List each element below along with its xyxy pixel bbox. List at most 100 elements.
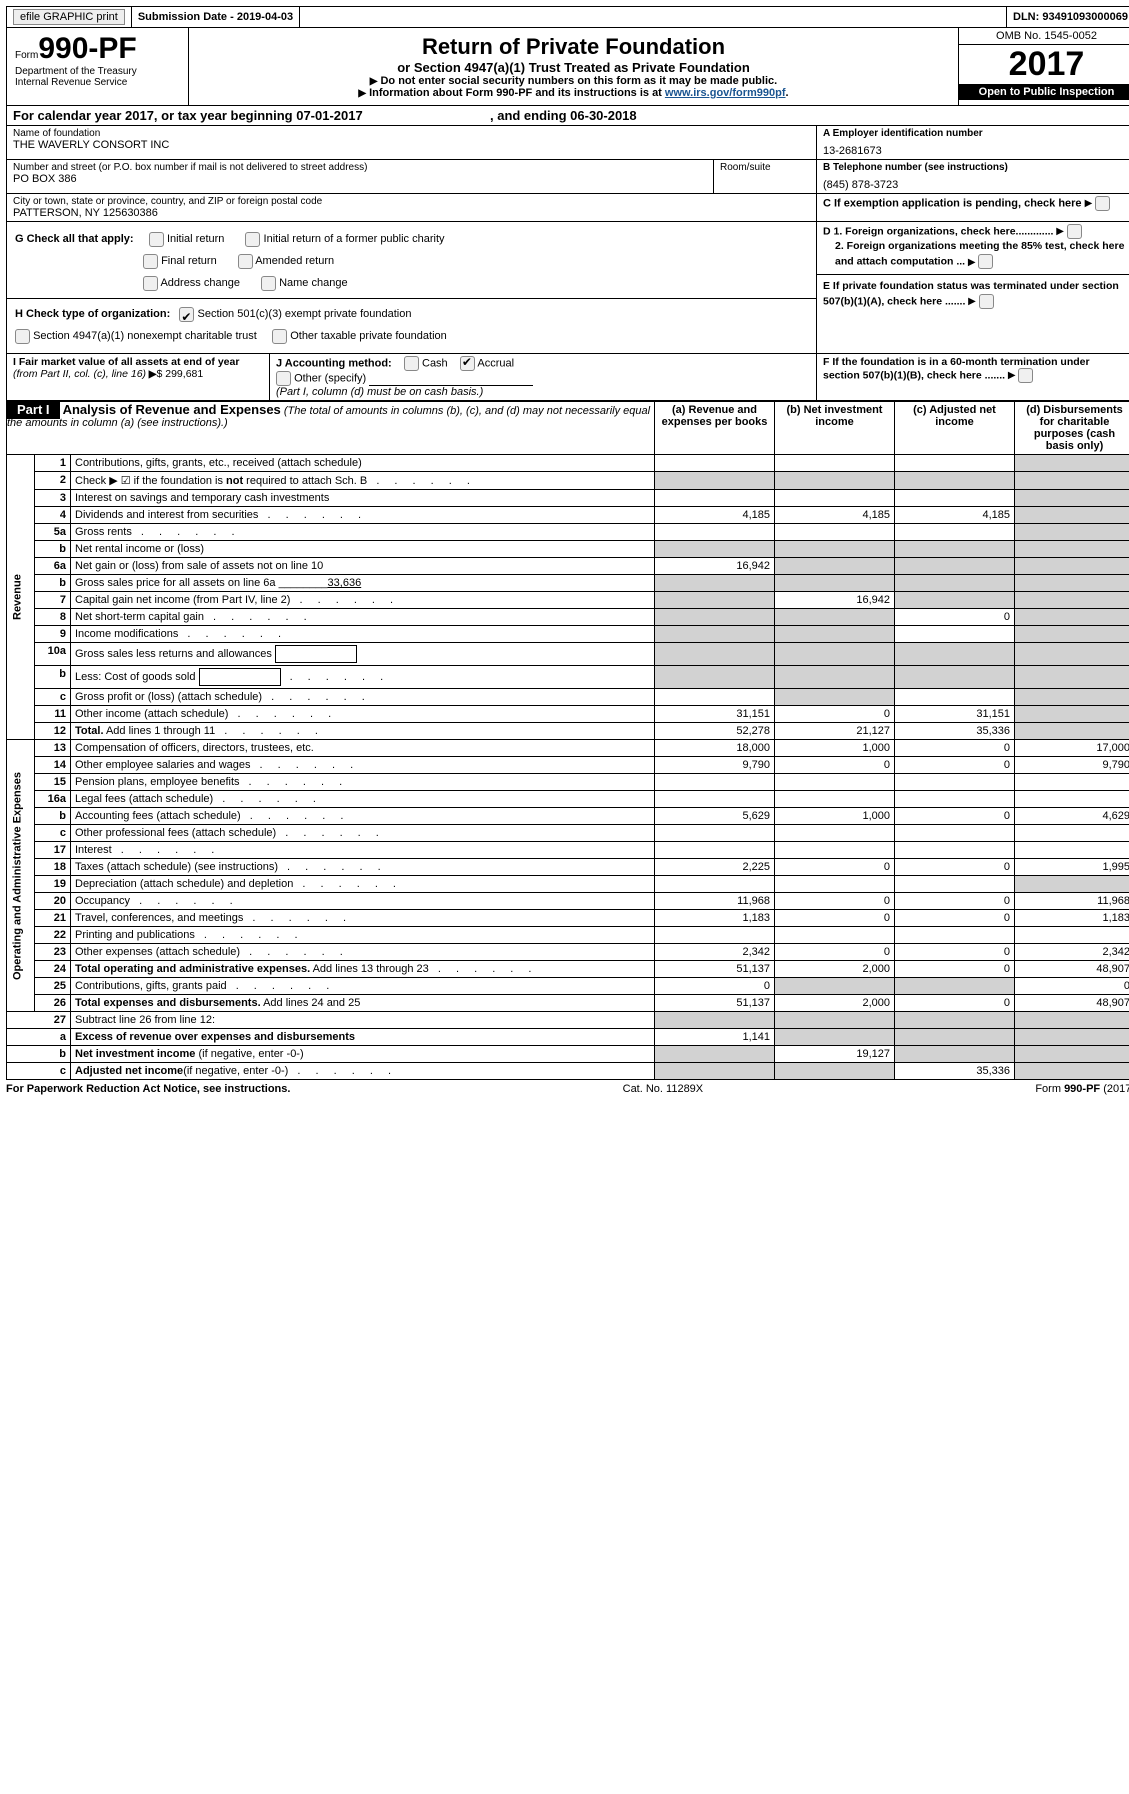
col-a [655,689,775,706]
foundation-name: THE WAVERLY CONSORT INC [13,139,810,151]
col-d [1015,524,1129,541]
col-b [775,490,895,507]
other-specify-input[interactable] [369,371,533,386]
table-row: 26Total expenses and disbursements. Add … [7,995,1129,1012]
col-c [895,558,1015,575]
col-c-header: (c) Adjusted net income [895,402,1015,455]
chk-d2[interactable] [978,254,993,269]
f-cell: F If the foundation is in a 60-month ter… [817,354,1129,400]
chk-initial-return[interactable] [149,232,164,247]
addr-value: PO BOX 386 [13,173,707,185]
line-desc: Other income (attach schedule) . . . . .… [71,706,655,723]
line-num: 26 [35,995,71,1012]
line-desc: Interest . . . . . . [71,842,655,859]
chk-name-change[interactable] [261,276,276,291]
instructions-link[interactable]: www.irs.gov/form990pf [665,87,786,99]
col-a [655,876,775,893]
col-b: 2,000 [775,995,895,1012]
phone-label: B Telephone number (see instructions) [823,162,1128,173]
col-c [895,1029,1015,1046]
col-c [895,825,1015,842]
col-c: 0 [895,740,1015,757]
city-value: PATTERSON, NY 125630386 [13,207,810,219]
chk-address-change[interactable] [143,276,158,291]
footer-right: Form 990-PF (2017) [1035,1083,1129,1095]
chk-amended[interactable] [238,254,253,269]
chk-4947[interactable] [15,329,30,344]
col-b: 1,000 [775,740,895,757]
line-desc: Gross rents . . . . . . [71,524,655,541]
table-row: Operating and Administrative Expenses13C… [7,740,1129,757]
line-num: 13 [35,740,71,757]
line-num: 15 [35,774,71,791]
col-b [775,1012,895,1029]
line-desc: Total expenses and disbursements. Add li… [71,995,655,1012]
line-num: 6a [35,558,71,575]
col-a [655,472,775,490]
col-a: 11,968 [655,893,775,910]
col-b [775,876,895,893]
table-row: 11Other income (attach schedule) . . . .… [7,706,1129,723]
table-row: bGross sales price for all assets on lin… [7,575,1129,592]
chk-f[interactable] [1018,368,1033,383]
chk-final-return[interactable] [143,254,158,269]
col-d [1015,1029,1129,1046]
table-row: 18Taxes (attach schedule) (see instructi… [7,859,1129,876]
line-desc: Excess of revenue over expenses and disb… [71,1029,655,1046]
chk-other-taxable[interactable] [272,329,287,344]
line-num: 11 [35,706,71,723]
table-row: 23Other expenses (attach schedule) . . .… [7,944,1129,961]
line-num: 25 [35,978,71,995]
line-desc: Income modifications . . . . . . [71,626,655,643]
col-c: 0 [895,757,1015,774]
col-c [895,524,1015,541]
col-b: 0 [775,757,895,774]
form-title: Return of Private Foundation [199,34,948,60]
col-d [1015,927,1129,944]
chk-initial-former[interactable] [245,232,260,247]
line-desc: Contributions, gifts, grants, etc., rece… [71,455,655,472]
col-d [1015,791,1129,808]
col-c [895,1046,1015,1063]
line-desc: Printing and publications . . . . . . [71,927,655,944]
chk-cash[interactable] [404,356,419,371]
col-d [1015,1012,1129,1029]
col-d [1015,472,1129,490]
efile-graphic-btn[interactable]: efile GRAPHIC print [13,9,125,25]
col-d [1015,1063,1129,1080]
col-a: 2,225 [655,859,775,876]
col-a [655,1063,775,1080]
chk-e[interactable] [979,294,994,309]
col-b [775,472,895,490]
col-a: 1,141 [655,1029,775,1046]
line-desc: Less: Cost of goods sold . . . . . . [71,666,655,689]
line-num: 27 [7,1012,71,1029]
c-label: C If exemption application is pending, c… [823,197,1082,209]
table-row: cOther professional fees (attach schedul… [7,825,1129,842]
table-row: b Net investment income (if negative, en… [7,1046,1129,1063]
line-desc: Other employee salaries and wages . . . … [71,757,655,774]
chk-accrual[interactable] [460,356,475,371]
title-box: Return of Private Foundation or Section … [189,28,958,105]
ein-value: 13-2681673 [823,145,1128,157]
table-row: 6aNet gain or (loss) from sale of assets… [7,558,1129,575]
col-a [655,825,775,842]
col-b [775,774,895,791]
line-num: 24 [35,961,71,978]
footer-mid: Cat. No. 11289X [623,1083,704,1095]
line-num: 23 [35,944,71,961]
line-num: 12 [35,723,71,740]
chk-d1[interactable] [1067,224,1082,239]
g-line3: Address change Name change [15,272,808,294]
c-checkbox[interactable] [1095,196,1110,211]
col-a-header: (a) Revenue and expenses per books [655,402,775,455]
col-a [655,774,775,791]
dln: DLN: 93491093000069 [1007,7,1129,27]
chk-other-method[interactable] [276,371,291,386]
addr-cell: Number and street (or P.O. box number if… [7,160,714,193]
col-a [655,541,775,558]
col-b: 0 [775,893,895,910]
col-c: 35,336 [895,1063,1015,1080]
g-h-cell: G Check all that apply: Initial return I… [7,222,817,353]
chk-501c3[interactable] [179,307,194,322]
